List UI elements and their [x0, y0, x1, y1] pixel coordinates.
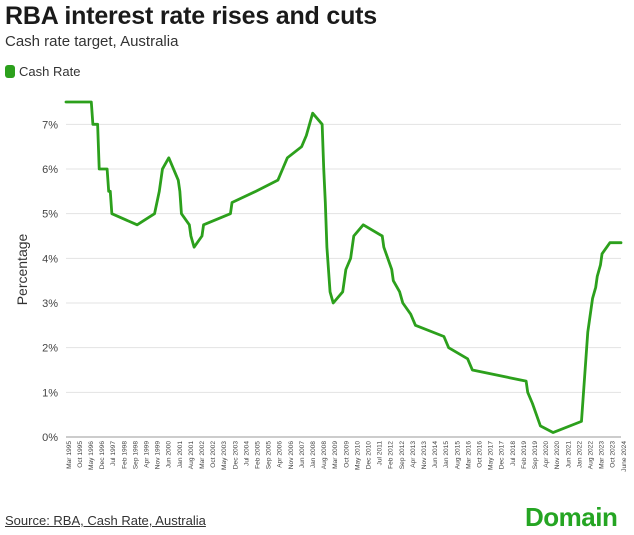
- x-tick-label: Jun 2014: [432, 441, 439, 468]
- x-tick-label: Feb 2005: [254, 441, 261, 469]
- x-tick-label: Aug 2001: [188, 441, 195, 470]
- x-tick-label: Mar 2023: [599, 441, 606, 469]
- x-tick-label: Jul 1997: [110, 441, 117, 466]
- x-tick-label: Jul 2011: [377, 441, 384, 466]
- legend-label-cash-rate: Cash Rate: [19, 64, 81, 79]
- x-tick-label: Dec 2003: [232, 441, 239, 470]
- x-tick-label: Nov 1999: [155, 441, 162, 470]
- x-tick-label: Feb 2012: [388, 441, 395, 469]
- source-link[interactable]: Source: RBA, Cash Rate, Australia: [5, 513, 206, 528]
- x-tick-label: Oct 2016: [476, 441, 483, 468]
- legend: Cash Rate: [5, 64, 80, 79]
- x-tick-label: Jan 2001: [177, 441, 184, 468]
- x-tick-label: Sep 2012: [399, 441, 406, 470]
- x-tick-label: Dec 2010: [365, 441, 372, 470]
- x-tick-label: Oct 1995: [77, 441, 84, 468]
- x-tick-label: Mar 2009: [332, 441, 339, 469]
- series-line-cash-rate: [64, 100, 623, 434]
- x-tick-label: Apr 2020: [543, 441, 550, 468]
- x-tick-label: Jun 2021: [565, 441, 572, 468]
- x-tick-label: Jun 2007: [299, 441, 306, 468]
- x-tick-label: Apr 1999: [143, 441, 150, 468]
- y-tick-label: 4%: [42, 253, 58, 265]
- x-tick-label: Aug 2022: [587, 441, 594, 470]
- x-tick-label: Oct 2009: [343, 441, 350, 468]
- legend-swatch: [5, 65, 15, 78]
- x-tick-label: May 2010: [354, 441, 361, 470]
- x-tick-label: Sep 2005: [266, 441, 273, 470]
- x-tick-label: Oct 2023: [610, 441, 617, 468]
- x-tick-label: Feb 1998: [121, 441, 128, 469]
- x-tick-label: Sep 2019: [532, 441, 539, 470]
- y-tick-label: 1%: [42, 387, 58, 399]
- x-tick-label: Jun 2000: [166, 441, 173, 468]
- x-tick-label: June 2024: [621, 441, 628, 472]
- chart-title: RBA interest rate rises and cuts: [5, 2, 377, 30]
- x-tick-label: Jan 2008: [310, 441, 317, 468]
- x-tick-label: Aug 2008: [321, 441, 328, 470]
- chart-subtitle: Cash rate target, Australia: [5, 33, 179, 50]
- x-tick-label: Jan 2015: [443, 441, 450, 468]
- y-tick-label: 6%: [42, 164, 58, 176]
- x-tick-label: Dec 2017: [499, 441, 506, 470]
- line-chart: 0% 1% 2% 3% 4% 5% 6% 7% Percentage Mar 1995 Oct 19…: [14, 100, 628, 472]
- x-tick-label: Nov 2006: [288, 441, 295, 470]
- x-tick-label: Feb 2019: [521, 441, 528, 469]
- y-tick-label: 0%: [42, 432, 58, 444]
- x-tick-label: Mar 2016: [465, 441, 472, 469]
- x-tick-label: Oct 2002: [210, 441, 217, 468]
- x-tick-label: Mar 2002: [199, 441, 206, 469]
- x-tick-label: Jan 2022: [576, 441, 583, 468]
- x-tick-label: Jul 2004: [243, 441, 250, 466]
- x-tick-label: Sep 1998: [132, 441, 139, 470]
- x-tick-label: Apr 2006: [277, 441, 284, 468]
- x-tick-label: Mar 1995: [66, 441, 73, 469]
- y-tick-label: 3%: [42, 298, 58, 310]
- x-tick-label: Aug 2015: [454, 441, 461, 470]
- y-axis-label: Percentage: [14, 233, 30, 305]
- y-tick-label: 2%: [42, 343, 58, 355]
- x-tick-label: May 2003: [221, 441, 228, 470]
- x-tick-label: Dec 1996: [99, 441, 106, 470]
- x-tick-label: Nov 2013: [421, 441, 428, 470]
- x-tick-label: May 2017: [488, 441, 495, 470]
- y-tick-label: 7%: [42, 119, 58, 131]
- x-tick-label: Apr 2013: [410, 441, 417, 468]
- x-tick-label: Jul 2018: [510, 441, 517, 466]
- y-tick-label: 5%: [42, 209, 58, 221]
- x-tick-label: May 1996: [88, 441, 95, 470]
- domain-logo: Domain: [525, 502, 618, 532]
- x-tick-label: Nov 2020: [554, 441, 561, 470]
